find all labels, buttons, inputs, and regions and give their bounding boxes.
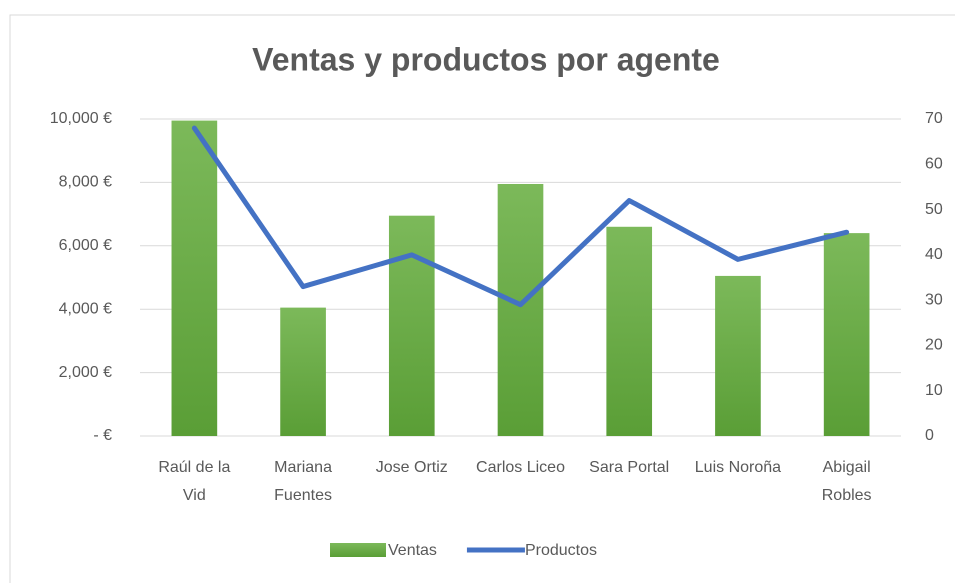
bar (171, 120, 218, 437)
x-tick-label: Mariana Fuentes (274, 459, 332, 504)
bar (715, 275, 761, 436)
x-tick-label: Carlos Liceo (476, 459, 565, 476)
y-tick-label: 6,000 € (59, 237, 112, 254)
y-tick-label: 4,000 € (59, 300, 112, 317)
bar (606, 226, 653, 436)
y2-tick-label: 0 (925, 427, 934, 444)
y-tick-label: - € (93, 427, 112, 444)
y2-tick-label: 20 (925, 337, 943, 354)
x-tick-label: Raúl de la Vid (158, 459, 231, 504)
legend-label: Productos (525, 542, 597, 559)
y2-tick-label: 40 (925, 246, 943, 263)
x-tick-label: Abigail Robles (821, 459, 872, 504)
y2-tick-label: 30 (925, 291, 943, 308)
y2-tick-label: 50 (925, 201, 943, 218)
bar (388, 215, 435, 436)
x-tick-label: Jose Ortiz (375, 459, 448, 476)
bar (280, 307, 326, 436)
chart-title: Ventas y productos por agente (252, 41, 720, 77)
bar (497, 183, 544, 436)
y2-tick-label: 10 (925, 382, 943, 399)
bar (823, 233, 870, 436)
chart-frame (9, 14, 955, 583)
y2-tick-label: 70 (925, 110, 943, 127)
legend-label: Ventas (388, 542, 437, 559)
x-tick-label: Sara Portal (589, 459, 670, 476)
y-tick-label: 10,000 € (50, 110, 112, 127)
y-tick-label: 8,000 € (59, 174, 112, 191)
y2-tick-label: 60 (925, 156, 943, 173)
line (191, 125, 850, 308)
y-tick-label: 2,000 € (59, 364, 112, 381)
legend-swatch (330, 543, 386, 557)
x-tick-label: Luis Noroña (694, 459, 782, 476)
